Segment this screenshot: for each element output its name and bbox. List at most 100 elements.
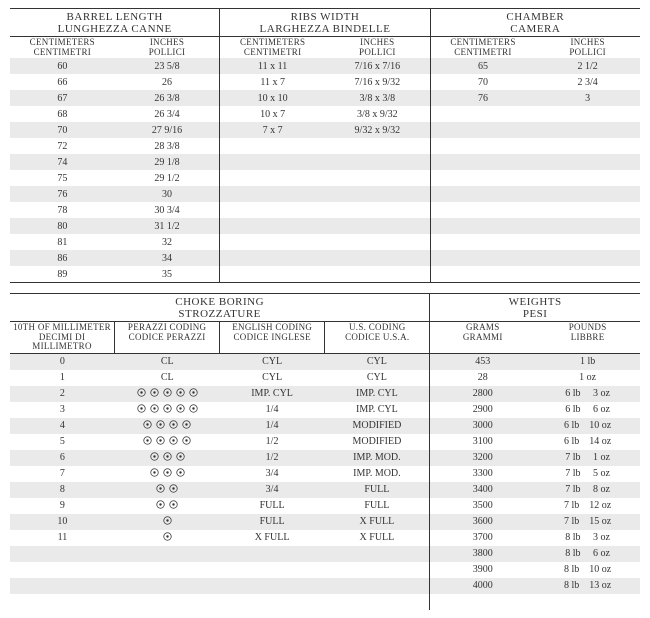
cell: 2800 — [430, 388, 535, 399]
cell: IMP. CYL — [324, 388, 429, 399]
cell: IMP. MOD. — [324, 452, 429, 463]
table-row: 37008 lb 3 oz — [430, 530, 640, 546]
table-row: 8935 — [10, 266, 219, 282]
cell: 4000 — [430, 580, 535, 591]
cell — [115, 516, 220, 528]
table-row — [431, 138, 640, 154]
cell: 1/2 — [220, 436, 325, 447]
col-label: CODICE U.S.A. — [325, 333, 429, 342]
table-row: 11 x 117/16 x 7/16 — [220, 58, 429, 74]
table-row: 40008 lb 13 oz — [430, 578, 640, 594]
cell: X FULL — [324, 516, 429, 527]
perazzi-dots-icon — [163, 532, 172, 541]
table-row — [10, 562, 429, 578]
col-label: CENTIMETRI — [431, 48, 536, 57]
weights-rows: 4531 lb281 oz28006 lb 3 oz29006 lb 6 oz3… — [430, 354, 640, 610]
table-row: 10FULLX FULL — [10, 514, 429, 530]
cell — [115, 388, 220, 400]
table-row: 8634 — [10, 250, 219, 266]
table-row: 11 x 77/16 x 9/32 — [220, 74, 429, 90]
cell: 6 — [10, 452, 115, 463]
cell: 1 — [10, 372, 115, 383]
cell: 3/8 x 3/8 — [325, 93, 430, 104]
table-row: 6 1/2IMP. MOD. — [10, 450, 429, 466]
chamber-title-en: CHAMBER — [431, 11, 640, 23]
cell: 31 1/2 — [115, 221, 220, 232]
weights-title-it: PESI — [430, 308, 640, 320]
table-row: 33007 lb 5 oz — [430, 466, 640, 482]
table-row: 36007 lb 15 oz — [430, 514, 640, 530]
table-row — [431, 106, 640, 122]
cell: 8 lb 10 oz — [535, 564, 640, 575]
perazzi-dots-icon — [156, 500, 178, 509]
table-row: 7 x 79/32 x 9/32 — [220, 122, 429, 138]
table-row — [220, 234, 429, 250]
cell: 10 x 10 — [220, 93, 325, 104]
choke-title: CHOKE BORING STROZZATURE — [10, 294, 429, 321]
cell: 3800 — [430, 548, 535, 559]
table-row: 281 oz — [430, 370, 640, 386]
cell: 10 x 7 — [220, 109, 325, 120]
cell: 3700 — [430, 532, 535, 543]
table-row — [10, 594, 429, 610]
table-row: 6023 5/8 — [10, 58, 219, 74]
cell: 3100 — [430, 436, 535, 447]
col-label: LIBBRE — [535, 333, 640, 342]
table-row: 51/2MODIFIED — [10, 434, 429, 450]
cell: 1 lb — [535, 356, 640, 367]
cell: IMP. MOD. — [324, 468, 429, 479]
cell: 1 oz — [535, 372, 640, 383]
cell: 1/2 — [220, 452, 325, 463]
cell: 7 lb 1 oz — [535, 452, 640, 463]
cell: 3 — [10, 404, 115, 415]
cell: 60 — [10, 61, 115, 72]
cell: 75 — [10, 173, 115, 184]
table-row: 41/4MODIFIED — [10, 418, 429, 434]
table-row: 10 x 73/8 x 9/32 — [220, 106, 429, 122]
table-row: 7630 — [10, 186, 219, 202]
cell: IMP. CYL — [324, 404, 429, 415]
table-row: 702 3/4 — [431, 74, 640, 90]
table-row — [10, 546, 429, 562]
cell: CYL — [220, 356, 325, 367]
cell: 28 — [430, 372, 535, 383]
bottom-data-row: 0CLCYLCYL1CLCYLCYL2IMP. CYLIMP. CYL31/4I… — [10, 354, 640, 610]
cell: 7 lb 5 oz — [535, 468, 640, 479]
table-row: 38008 lb 6 oz — [430, 546, 640, 562]
cell: 27 9/16 — [115, 125, 220, 136]
cell — [115, 484, 220, 496]
cell: 66 — [10, 77, 115, 88]
cell: 3500 — [430, 500, 535, 511]
cell — [115, 500, 220, 512]
cell: FULL — [324, 484, 429, 495]
cell: 11 x 11 — [220, 61, 325, 72]
table-row: 31/4IMP. CYL — [10, 402, 429, 418]
cell: 1/4 — [220, 420, 325, 431]
col-label: CODICE PERAZZI — [115, 333, 219, 342]
cell: 70 — [431, 77, 536, 88]
cell: 29 1/8 — [115, 157, 220, 168]
table-row: 30006 lb 10 oz — [430, 418, 640, 434]
cell: 89 — [10, 269, 115, 280]
cell: 72 — [10, 141, 115, 152]
table-row — [431, 170, 640, 186]
cell: 8 lb 6 oz — [535, 548, 640, 559]
table-row — [220, 186, 429, 202]
cell: X FULL — [324, 532, 429, 543]
perazzi-dots-icon — [150, 468, 185, 477]
top-data-row: 6023 5/866266726 3/86826 3/47027 9/16722… — [10, 58, 640, 282]
cell: CYL — [324, 356, 429, 367]
cell: 70 — [10, 125, 115, 136]
cell: 3300 — [430, 468, 535, 479]
cell: 3600 — [430, 516, 535, 527]
cell: 86 — [10, 253, 115, 264]
table-row: 7027 9/16 — [10, 122, 219, 138]
table-row — [220, 250, 429, 266]
table-row: 9FULLFULL — [10, 498, 429, 514]
table-row: 73/4IMP. MOD. — [10, 466, 429, 482]
perazzi-dots-icon — [143, 436, 191, 445]
cell — [115, 420, 220, 432]
cell: 7 lb 8 oz — [535, 484, 640, 495]
cell: 2 — [10, 388, 115, 399]
cell: 3900 — [430, 564, 535, 575]
